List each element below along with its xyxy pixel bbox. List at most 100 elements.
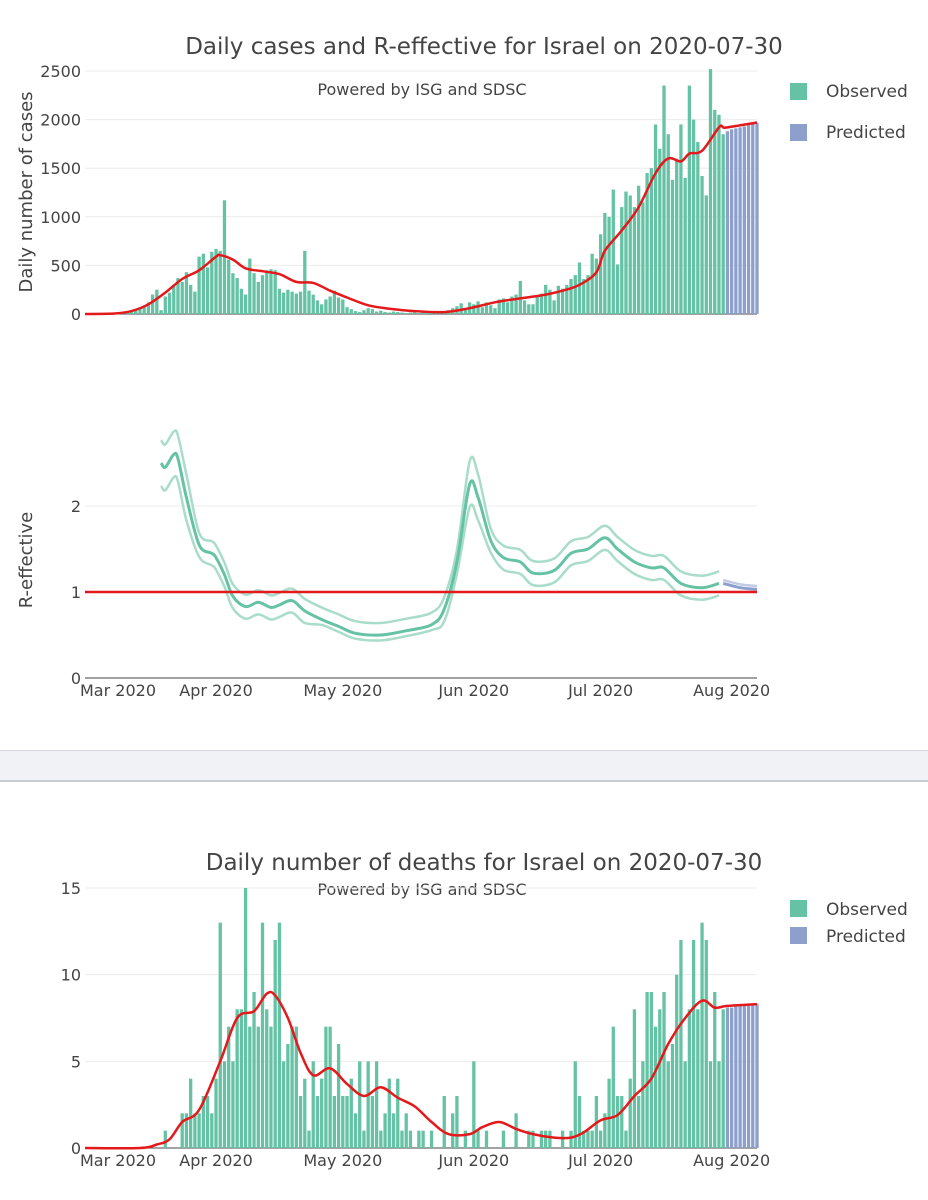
observed-bar [560,288,565,314]
observed-bar [273,940,277,1148]
observed-bar [142,306,146,314]
observed-bar [548,1130,552,1148]
observed-bar [176,278,180,314]
deaths-legend-observed-swatch[interactable] [790,900,807,917]
observed-bar [269,1026,273,1148]
observed-bar [286,289,290,314]
observed-bar [387,1078,391,1148]
observed-bar [611,189,615,314]
observed-bar [531,304,535,314]
observed-bar [370,309,375,314]
observed-bar [311,294,315,314]
observed-bar [637,1096,641,1148]
observed-bar [679,124,683,315]
deaths-legend-predicted-swatch[interactable] [790,927,807,944]
cases-chart-subtitle: Powered by ISG and SDSC [317,80,526,99]
observed-bar [417,313,421,314]
observed-bar [159,310,163,314]
observed-bar [248,1026,252,1148]
observed-bar [239,1009,244,1148]
observed-bar [451,1113,455,1148]
observed-bar [172,284,176,314]
observed-bar [184,1113,189,1148]
predicted-bar [725,131,730,314]
observed-bar [696,1009,700,1148]
observed-bar [383,1113,387,1148]
observed-bar [324,299,328,314]
observed-bar [260,922,265,1148]
observed-bar [641,202,645,314]
observed-bar [598,1130,603,1148]
y-tick-label: 1 [71,583,81,602]
predicted-bar [734,1005,738,1148]
observed-bar [666,1061,670,1148]
observed-bar [514,294,518,314]
observed-bar [514,1113,518,1148]
observed-bar [189,284,193,314]
observed-bar [320,304,324,314]
predicted-bar [755,123,759,314]
observed-bar [641,1061,645,1148]
observed-bar [615,1096,620,1148]
observed-bar [582,279,586,314]
observed-bar [552,300,556,314]
legend-predicted-label[interactable]: Predicted [826,123,906,143]
y-tick-label: 0 [71,669,81,688]
observed-bar [548,289,552,314]
observed-bar [404,1113,408,1148]
smooth-line [84,990,758,1150]
observed-bar [429,312,434,314]
observed-bar [463,308,468,314]
observed-bar [396,1078,400,1148]
deaths-legend-observed-label[interactable]: Observed [826,900,908,920]
observed-bar [442,1096,446,1148]
observed-bar [544,1130,548,1148]
smooth-line [84,121,758,316]
observed-bar [573,1061,577,1148]
observed-bar [197,256,201,314]
legend-observed-label[interactable]: Observed [826,82,908,102]
observed-bar [298,291,303,314]
observed-bar [205,267,210,314]
observed-bar [687,85,692,314]
observed-bar [489,305,493,314]
observed-bar [134,310,138,314]
observed-bar [400,312,404,314]
observed-bar [598,234,603,314]
observed-bar [527,304,531,314]
observed-bar [163,296,167,314]
observed-bar [632,1009,637,1148]
deaths-legend-predicted-label[interactable]: Predicted [826,927,906,947]
deaths-chart-title: Daily number of deaths for Israel on 202… [206,850,763,876]
observed-bar [341,299,345,314]
observed-bar [628,1078,632,1148]
observed-bar [294,1026,298,1148]
observed-bar [243,888,248,1148]
y-tick-label: 5 [71,1052,81,1071]
observed-bar [594,258,599,314]
deaths-bars [163,888,759,1148]
observed-bar [336,297,341,314]
observed-bar [421,312,425,314]
deaths-y-ticks: 0 5 10 15 [61,879,81,1158]
observed-bar [624,1130,628,1148]
observed-bar [374,311,379,314]
observed-bar [146,302,151,314]
observed-bar [413,312,417,314]
observed-bar [649,992,653,1148]
y-tick-label: 2500 [40,62,81,81]
observed-bar [193,1113,197,1148]
legend-observed-swatch[interactable] [790,83,807,100]
observed-bar [434,313,438,314]
x-tick-label: May 2020 [303,681,382,700]
observed-bar [184,272,189,314]
observed-bar [679,940,683,1148]
observed-bar [670,1044,675,1148]
observed-bar [231,1061,235,1148]
observed-bar [138,308,142,314]
observed-bar [675,974,679,1148]
observed-bar [586,1130,590,1148]
x-tick-label: May 2020 [303,1151,382,1170]
legend-predicted-swatch[interactable] [790,124,807,141]
observed-bar [472,1061,476,1148]
